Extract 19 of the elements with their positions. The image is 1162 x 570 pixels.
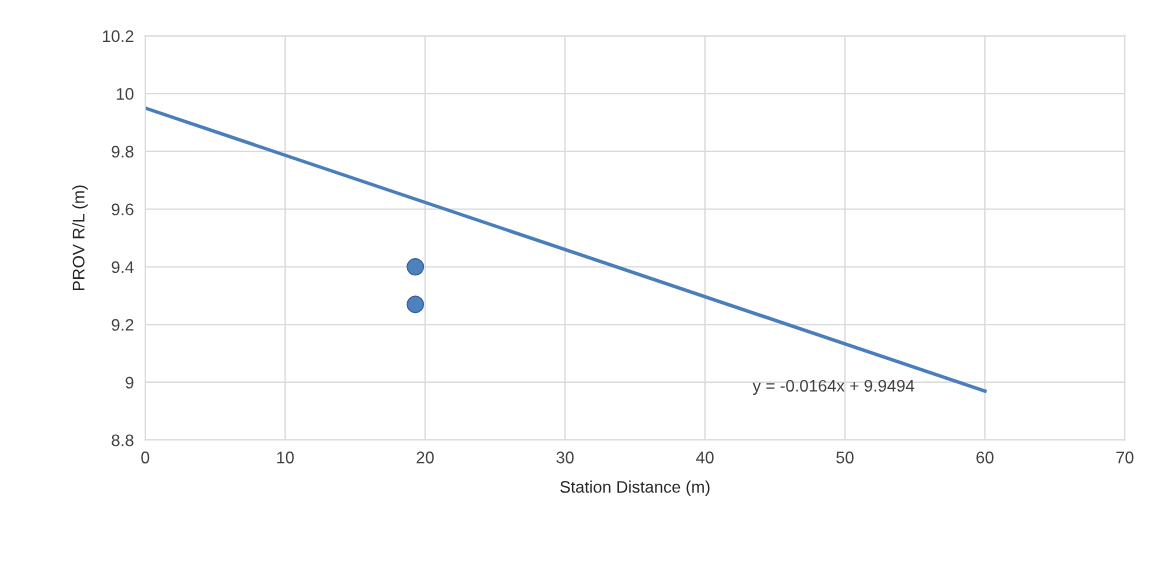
x-tick-label: 60 bbox=[976, 451, 994, 464]
x-tick-label: 10 bbox=[277, 451, 294, 464]
x-tick-label: 0 bbox=[141, 451, 150, 464]
x-axis-title: Station Distance (m) bbox=[560, 480, 710, 497]
y-tick-label: 10 bbox=[116, 88, 134, 100]
x-tick-label: 70 bbox=[1116, 451, 1134, 464]
y-tick-label: 8.8 bbox=[111, 434, 134, 447]
x-tick-label: 40 bbox=[696, 451, 714, 464]
y-tick-label: 9.2 bbox=[111, 318, 134, 331]
x-tick-label: 30 bbox=[556, 451, 574, 464]
annotation: y = -0.0164x + 9.9494 bbox=[752, 379, 915, 395]
y-tick-label: 9 bbox=[125, 376, 134, 389]
x-tick-label: 50 bbox=[836, 451, 854, 464]
y-tick-label: 9.4 bbox=[111, 261, 134, 274]
y-tick-label: 10.2 bbox=[102, 30, 134, 43]
y-axis-title: PROV R/L (m) bbox=[72, 185, 88, 290]
y-tick-label: 9.8 bbox=[111, 145, 134, 158]
x-tick-label: 20 bbox=[416, 451, 434, 464]
y-tick-label: 9.6 bbox=[111, 203, 134, 216]
